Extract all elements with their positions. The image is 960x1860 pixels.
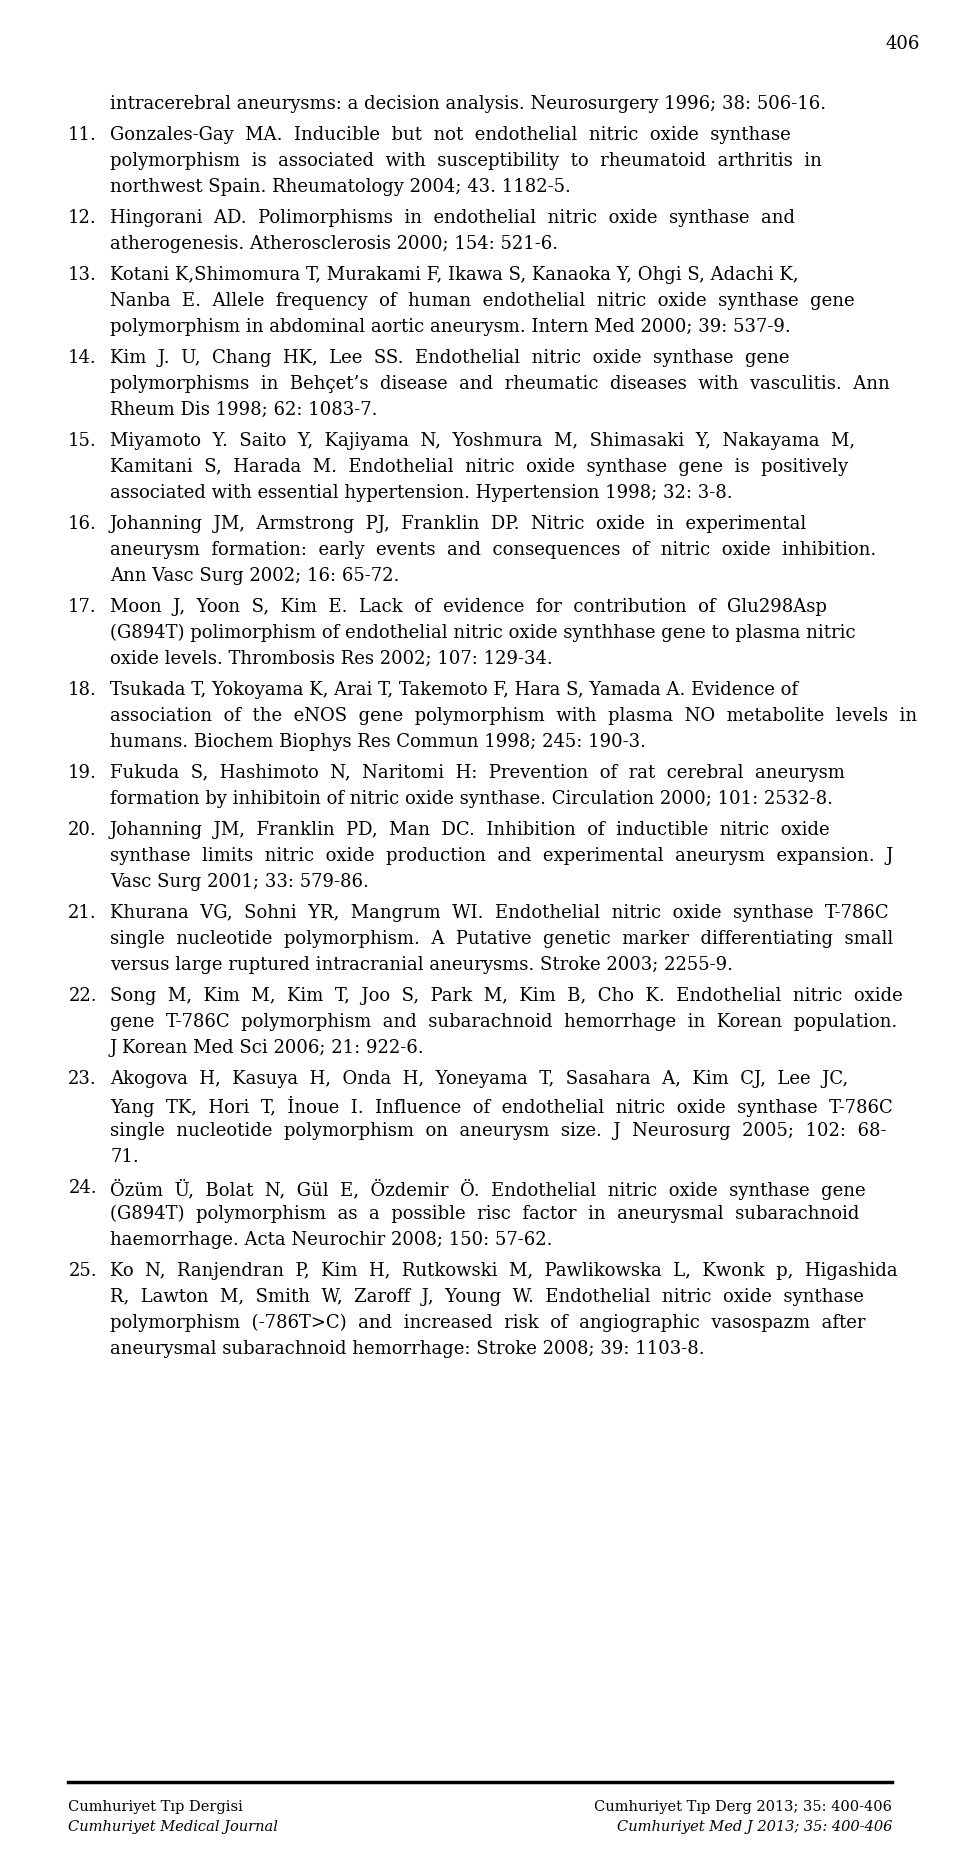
Text: Akogova  H,  Kasuya  H,  Onda  H,  Yoneyama  T,  Sasahara  A,  Kim  CJ,  Lee  JC: Akogova H, Kasuya H, Onda H, Yoneyama T,… [110, 1070, 849, 1088]
Text: 23.: 23. [68, 1070, 97, 1088]
Text: 25.: 25. [68, 1261, 97, 1280]
Text: formation by inhibitoin of nitric oxide synthase. Circulation 2000; 101: 2532-8.: formation by inhibitoin of nitric oxide … [110, 790, 833, 807]
Text: Cumhuriyet Tıp Dergisi: Cumhuriyet Tıp Dergisi [68, 1800, 243, 1814]
Text: Kotani K,Shimomura T, Murakami F, Ikawa S, Kanaoka Y, Ohgi S, Adachi K,: Kotani K,Shimomura T, Murakami F, Ikawa … [110, 266, 799, 285]
Text: 18.: 18. [68, 681, 97, 699]
Text: Ann Vasc Surg 2002; 16: 65-72.: Ann Vasc Surg 2002; 16: 65-72. [110, 567, 399, 586]
Text: Moon  J,  Yoon  S,  Kim  E.  Lack  of  evidence  for  contribution  of  Glu298As: Moon J, Yoon S, Kim E. Lack of evidence … [110, 599, 827, 616]
Text: association  of  the  eNOS  gene  polymorphism  with  plasma  NO  metabolite  le: association of the eNOS gene polymorphis… [110, 707, 917, 725]
Text: northwest Spain. Rheumatology 2004; 43. 1182-5.: northwest Spain. Rheumatology 2004; 43. … [110, 179, 571, 195]
Text: single  nucleotide  polymorphism  on  aneurysm  size.  J  Neurosurg  2005;  102:: single nucleotide polymorphism on aneury… [110, 1122, 886, 1140]
Text: 16.: 16. [68, 515, 97, 534]
Text: Cumhuriyet Med J 2013; 35: 400-406: Cumhuriyet Med J 2013; 35: 400-406 [616, 1819, 892, 1834]
Text: Johanning  JM,  Franklin  PD,  Man  DC.  Inhibition  of  inductible  nitric  oxi: Johanning JM, Franklin PD, Man DC. Inhib… [110, 820, 830, 839]
Text: 11.: 11. [68, 126, 97, 143]
Text: R,  Lawton  M,  Smith  W,  Zaroff  J,  Young  W.  Endothelial  nitric  oxide  sy: R, Lawton M, Smith W, Zaroff J, Young W.… [110, 1287, 864, 1306]
Text: Khurana  VG,  Sohni  YR,  Mangrum  WI.  Endothelial  nitric  oxide  synthase  T-: Khurana VG, Sohni YR, Mangrum WI. Endoth… [110, 904, 889, 923]
Text: 20.: 20. [68, 820, 97, 839]
Text: Johanning  JM,  Armstrong  PJ,  Franklin  DP.  Nitric  oxide  in  experimental: Johanning JM, Armstrong PJ, Franklin DP.… [110, 515, 807, 534]
Text: Yang  TK,  Hori  T,  İnoue  I.  Influence  of  endothelial  nitric  oxide  synth: Yang TK, Hori T, İnoue I. Influence of e… [110, 1096, 893, 1118]
Text: humans. Biochem Biophys Res Commun 1998; 245: 190-3.: humans. Biochem Biophys Res Commun 1998;… [110, 733, 646, 751]
Text: oxide levels. Thrombosis Res 2002; 107: 129-34.: oxide levels. Thrombosis Res 2002; 107: … [110, 649, 553, 668]
Text: J Korean Med Sci 2006; 21: 922-6.: J Korean Med Sci 2006; 21: 922-6. [110, 1040, 424, 1056]
Text: polymorphism  (-786T>C)  and  increased  risk  of  angiographic  vasospazm  afte: polymorphism (-786T>C) and increased ris… [110, 1313, 866, 1332]
Text: gene  T-786C  polymorphism  and  subarachnoid  hemorrhage  in  Korean  populatio: gene T-786C polymorphism and subarachnoi… [110, 1014, 898, 1030]
Text: (G894T) polimorphism of endothelial nitric oxide synthhase gene to plasma nitric: (G894T) polimorphism of endothelial nitr… [110, 623, 855, 642]
Text: intracerebral aneurysms: a decision analysis. Neurosurgery 1996; 38: 506-16.: intracerebral aneurysms: a decision anal… [110, 95, 827, 113]
Text: Özüm  Ü,  Bolat  N,  Gül  E,  Özdemir  Ö.  Endothelial  nitric  oxide  synthase : Özüm Ü, Bolat N, Gül E, Özdemir Ö. Endot… [110, 1179, 866, 1200]
Text: 13.: 13. [68, 266, 97, 285]
Text: 406: 406 [886, 35, 920, 52]
Text: Miyamoto  Y.  Saito  Y,  Kajiyama  N,  Yoshmura  M,  Shimasaki  Y,  Nakayama  M,: Miyamoto Y. Saito Y, Kajiyama N, Yoshmur… [110, 432, 855, 450]
Text: associated with essential hypertension. Hypertension 1998; 32: 3-8.: associated with essential hypertension. … [110, 484, 732, 502]
Text: Fukuda  S,  Hashimoto  N,  Naritomi  H:  Prevention  of  rat  cerebral  aneurysm: Fukuda S, Hashimoto N, Naritomi H: Preve… [110, 764, 845, 781]
Text: (G894T)  polymorphism  as  a  possible  risc  factor  in  aneurysmal  subarachno: (G894T) polymorphism as a possible risc … [110, 1205, 859, 1224]
Text: Tsukada T, Yokoyama K, Arai T, Takemoto F, Hara S, Yamada A. Evidence of: Tsukada T, Yokoyama K, Arai T, Takemoto … [110, 681, 798, 699]
Text: aneurysmal subarachnoid hemorrhage: Stroke 2008; 39: 1103-8.: aneurysmal subarachnoid hemorrhage: Stro… [110, 1339, 705, 1358]
Text: Vasc Surg 2001; 33: 579-86.: Vasc Surg 2001; 33: 579-86. [110, 872, 369, 891]
Text: single  nucleotide  polymorphism.  A  Putative  genetic  marker  differentiating: single nucleotide polymorphism. A Putati… [110, 930, 893, 949]
Text: polymorphism in abdominal aortic aneurysm. Intern Med 2000; 39: 537-9.: polymorphism in abdominal aortic aneurys… [110, 318, 791, 337]
Text: Kamitani  S,  Harada  M.  Endothelial  nitric  oxide  synthase  gene  is  positi: Kamitani S, Harada M. Endothelial nitric… [110, 458, 848, 476]
Text: 17.: 17. [68, 599, 97, 616]
Text: synthase  limits  nitric  oxide  production  and  experimental  aneurysm  expans: synthase limits nitric oxide production … [110, 846, 894, 865]
Text: Gonzales-Gay  MA.  Inducible  but  not  endothelial  nitric  oxide  synthase: Gonzales-Gay MA. Inducible but not endot… [110, 126, 791, 143]
Text: 24.: 24. [68, 1179, 97, 1198]
Text: 22.: 22. [68, 988, 97, 1004]
Text: polymorphism  is  associated  with  susceptibility  to  rheumatoid  arthritis  i: polymorphism is associated with suscepti… [110, 153, 822, 169]
Text: 12.: 12. [68, 208, 97, 227]
Text: atherogenesis. Atherosclerosis 2000; 154: 521-6.: atherogenesis. Atherosclerosis 2000; 154… [110, 234, 558, 253]
Text: 19.: 19. [68, 764, 97, 781]
Text: 14.: 14. [68, 350, 97, 366]
Text: aneurysm  formation:  early  events  and  consequences  of  nitric  oxide  inhib: aneurysm formation: early events and con… [110, 541, 876, 560]
Text: Rheum Dis 1998; 62: 1083-7.: Rheum Dis 1998; 62: 1083-7. [110, 402, 377, 418]
Text: polymorphisms  in  Behçet’s  disease  and  rheumatic  diseases  with  vasculitis: polymorphisms in Behçet’s disease and rh… [110, 376, 890, 392]
Text: versus large ruptured intracranial aneurysms. Stroke 2003; 2255-9.: versus large ruptured intracranial aneur… [110, 956, 733, 975]
Text: Ko  N,  Ranjendran  P,  Kim  H,  Rutkowski  M,  Pawlikowska  L,  Kwonk  p,  Higa: Ko N, Ranjendran P, Kim H, Rutkowski M, … [110, 1261, 898, 1280]
Text: Kim  J.  U,  Chang  HK,  Lee  SS.  Endothelial  nitric  oxide  synthase  gene: Kim J. U, Chang HK, Lee SS. Endothelial … [110, 350, 789, 366]
Text: 71.: 71. [110, 1148, 139, 1166]
Text: Song  M,  Kim  M,  Kim  T,  Joo  S,  Park  M,  Kim  B,  Cho  K.  Endothelial  ni: Song M, Kim M, Kim T, Joo S, Park M, Kim… [110, 988, 902, 1004]
Text: 21.: 21. [68, 904, 97, 923]
Text: Cumhuriyet Tıp Derg 2013; 35: 400-406: Cumhuriyet Tıp Derg 2013; 35: 400-406 [594, 1800, 892, 1814]
Text: 15.: 15. [68, 432, 97, 450]
Text: Hingorani  AD.  Polimorphisms  in  endothelial  nitric  oxide  synthase  and: Hingorani AD. Polimorphisms in endotheli… [110, 208, 795, 227]
Text: haemorrhage. Acta Neurochir 2008; 150: 57-62.: haemorrhage. Acta Neurochir 2008; 150: 5… [110, 1231, 553, 1250]
Text: Nanba  E.  Allele  frequency  of  human  endothelial  nitric  oxide  synthase  g: Nanba E. Allele frequency of human endot… [110, 292, 854, 311]
Text: Cumhuriyet Medical Journal: Cumhuriyet Medical Journal [68, 1819, 277, 1834]
